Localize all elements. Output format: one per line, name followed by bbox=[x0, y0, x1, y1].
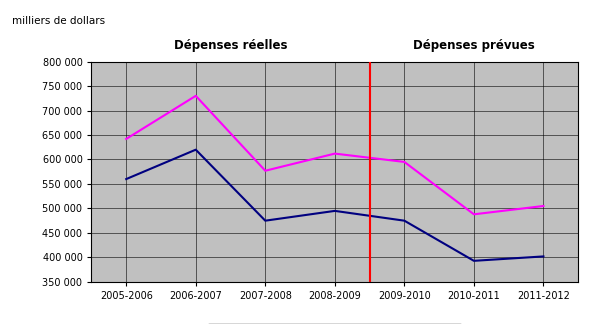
Text: Dépenses prévues: Dépenses prévues bbox=[413, 39, 535, 52]
Text: Dépenses réelles: Dépenses réelles bbox=[174, 39, 287, 52]
Text: milliers de dollars: milliers de dollars bbox=[12, 16, 105, 26]
